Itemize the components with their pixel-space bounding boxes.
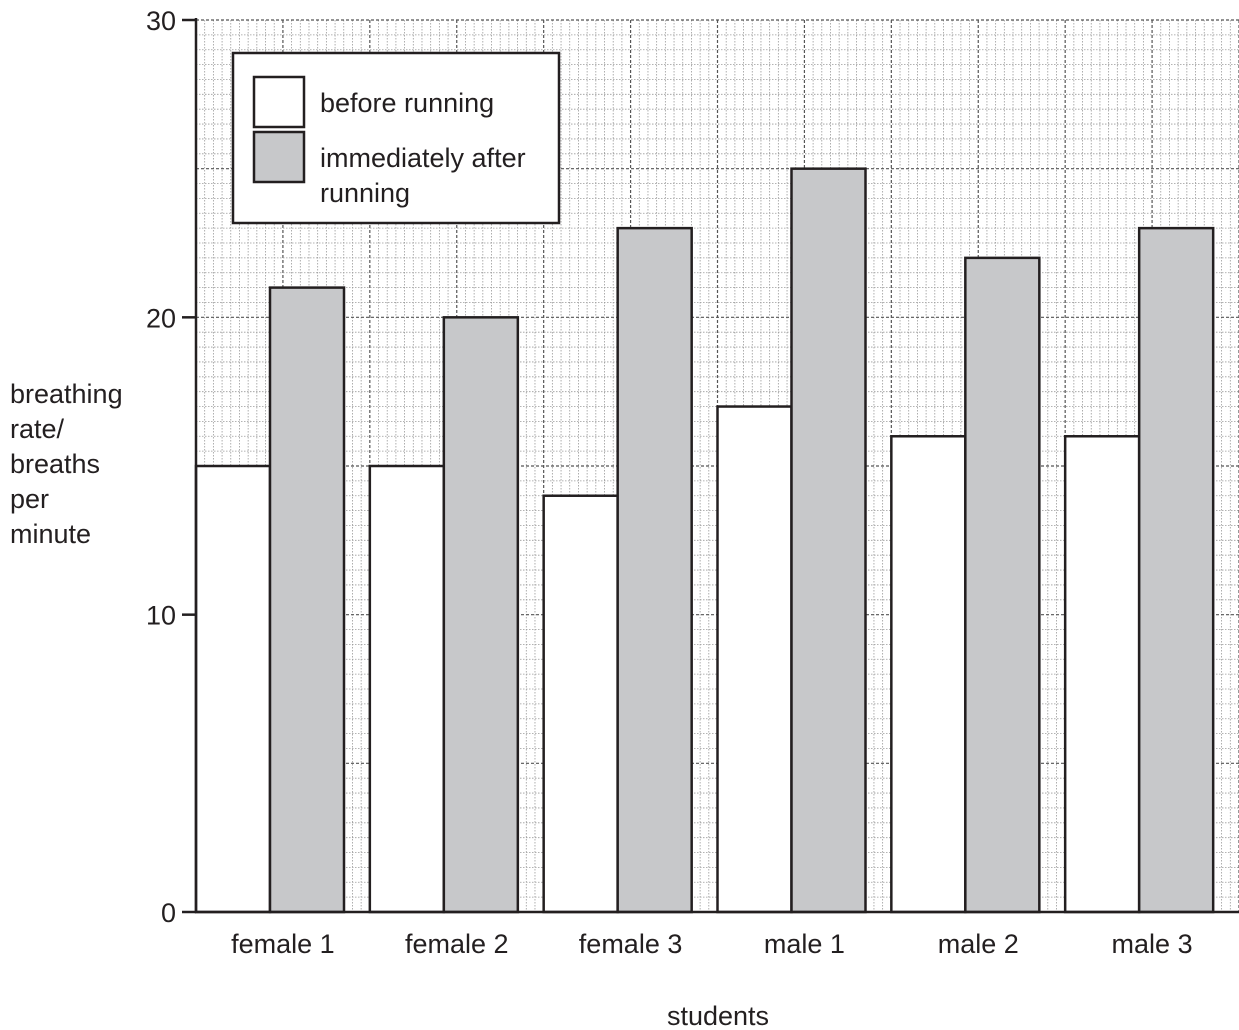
bar-after-running bbox=[964, 256, 1041, 914]
x-axis-label: students bbox=[667, 1001, 769, 1030]
y-axis-label-line: minute bbox=[10, 519, 92, 549]
bar-before-running bbox=[194, 464, 272, 914]
y-axis-label-line: rate/ bbox=[10, 414, 65, 444]
legend-label: before running bbox=[320, 88, 494, 118]
y-axis-label-line: per bbox=[10, 484, 50, 514]
x-tick-label: female 2 bbox=[405, 929, 509, 959]
x-tick-label: male 1 bbox=[764, 929, 845, 959]
bar-after-running bbox=[442, 316, 520, 914]
x-tick-label: male 2 bbox=[938, 929, 1019, 959]
y-axis-label-line: breathing bbox=[10, 379, 123, 409]
legend-swatch bbox=[252, 75, 306, 129]
y-tick-label: 0 bbox=[161, 898, 176, 928]
y-tick-label: 30 bbox=[146, 6, 176, 36]
chart-axes: 0 10 20 30 female 1 female 2 female 3 male 1 mal… bbox=[146, 6, 1239, 959]
bar-after-running bbox=[268, 286, 346, 914]
bar-before-running bbox=[542, 494, 619, 914]
legend-label: immediately after bbox=[320, 143, 526, 173]
y-tick-label: 20 bbox=[146, 303, 176, 333]
bar-before-running bbox=[716, 405, 793, 914]
x-tick-label: male 3 bbox=[1112, 929, 1193, 959]
bar-before-running bbox=[890, 435, 967, 914]
x-tick-label: female 3 bbox=[579, 929, 683, 959]
bar-before-running bbox=[1063, 435, 1141, 914]
bar-after-running bbox=[616, 226, 693, 914]
y-tick-label: 10 bbox=[146, 601, 176, 631]
y-axis-label: breathing rate/ breaths per minute bbox=[10, 377, 123, 552]
x-tick-label: female 1 bbox=[231, 929, 335, 959]
bar-after-running bbox=[1137, 226, 1215, 914]
legend-swatch bbox=[252, 130, 306, 184]
y-axis-label-line: breaths bbox=[10, 449, 101, 479]
bar-after-running bbox=[790, 167, 867, 914]
bar-before-running bbox=[368, 464, 446, 914]
chart-bars bbox=[194, 167, 1215, 914]
legend-label: running bbox=[320, 178, 410, 208]
legend: before running immediately after running bbox=[231, 51, 561, 225]
